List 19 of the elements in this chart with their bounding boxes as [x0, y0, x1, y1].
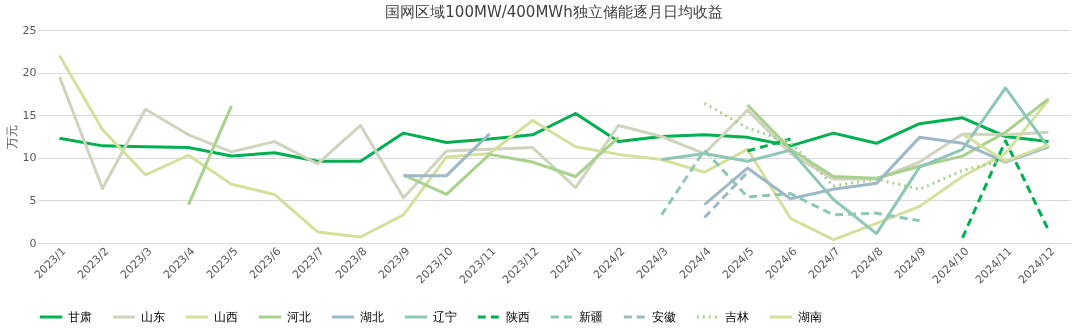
- legend-label: 山东: [141, 310, 165, 324]
- y-tick-label: 20: [22, 66, 37, 80]
- legend-label: 河北: [287, 310, 311, 324]
- legend-label: 辽宁: [433, 310, 457, 324]
- legend-label: 湖南: [798, 310, 822, 324]
- legend-label: 湖北: [360, 310, 384, 324]
- y-axis-title: 万元: [4, 125, 19, 149]
- y-tick-label: 5: [29, 193, 37, 207]
- legend-label: 陕西: [506, 310, 530, 324]
- legend-label: 山西: [214, 310, 238, 324]
- legend-label: 安徽: [652, 310, 676, 324]
- y-tick-label: 10: [22, 151, 37, 165]
- legend-label: 甘肃: [68, 310, 92, 324]
- y-tick-label: 15: [22, 108, 37, 122]
- legend-label: 新疆: [579, 310, 603, 324]
- y-tick-label: 0: [29, 236, 37, 250]
- legend-label: 吉林: [725, 310, 749, 324]
- y-tick-label: 25: [22, 23, 37, 37]
- chart-title: 国网区域100MW/400MWh独立储能逐月日均收益: [385, 3, 723, 21]
